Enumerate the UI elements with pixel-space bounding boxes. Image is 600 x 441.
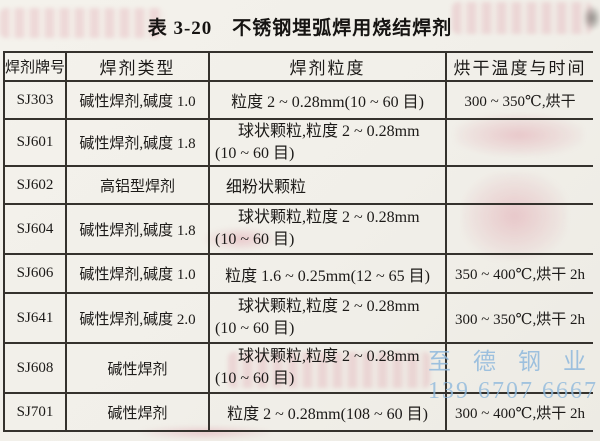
cell-type: 碱性焊剂,碱度 1.0 (65, 80, 210, 120)
cell-brand: SJ608 (3, 342, 67, 394)
cell-drying (445, 342, 593, 394)
cell-type: 碱性焊剂 (65, 392, 210, 432)
cell-size-line1: 球状颗粒,粒度 2 ~ 0.28mm (238, 122, 420, 140)
col-header-type: 焊剂类型 (65, 51, 210, 82)
cell-type: 碱性焊剂,碱度 2.0 (65, 292, 210, 344)
cell-type: 碱性焊剂,碱度 1.8 (65, 118, 210, 167)
cell-brand: SJ303 (3, 80, 67, 120)
table-row-sj604: SJ604 碱性焊剂,碱度 1.8 球状颗粒,粒度 2 ~ 0.28mm (10… (3, 203, 593, 255)
cell-brand: SJ602 (3, 165, 67, 205)
cell-size: 球状颗粒,粒度 2 ~ 0.28mm (10 ~ 60 目) (208, 203, 447, 255)
table-row-sj641: SJ641 碱性焊剂,碱度 2.0 球状颗粒,粒度 2 ~ 0.28mm (10… (3, 292, 593, 344)
cell-brand: SJ701 (3, 392, 67, 432)
cell-size-line2: (10 ~ 60 目) (215, 320, 295, 337)
cell-size-line2: (10 ~ 60 目) (215, 370, 295, 387)
cell-drying (445, 203, 593, 255)
cell-size: 粒度 2 ~ 0.28mm(108 ~ 60 目) (208, 392, 447, 432)
cell-size-line1: 球状颗粒,粒度 2 ~ 0.28mm (238, 209, 420, 226)
table-row-sj606: SJ606 碱性焊剂,碱度 1.0 粒度 1.6 ~ 0.25mm(12 ~ 6… (3, 253, 593, 294)
cell-type: 碱性焊剂,碱度 1.0 (65, 253, 210, 294)
table-header-row: 焊剂牌号 焊剂类型 焊剂粒度 烘干温度与时间 (3, 51, 593, 82)
cell-brand: SJ641 (3, 292, 67, 344)
cell-size-line1: 球状颗粒,粒度 2 ~ 0.28mm (238, 348, 420, 365)
cell-size-line2: (10 ~ 60 目) (215, 144, 295, 162)
cell-brand: SJ604 (3, 203, 67, 255)
table-row-sj602: SJ602 高铝型焊剂 细粉状颗粒 (3, 165, 593, 205)
cell-type: 碱性焊剂 (65, 342, 210, 394)
table-row-sj701: SJ701 碱性焊剂 粒度 2 ~ 0.28mm(108 ~ 60 目) 300… (3, 392, 593, 432)
cell-drying: 300 ~ 350℃,烘干 (445, 80, 593, 120)
cell-size: 细粉状颗粒 (208, 165, 447, 205)
cell-brand: SJ606 (3, 253, 67, 294)
table-row-sj601: SJ601 碱性焊剂,碱度 1.8 球状颗粒,粒度 2 ~ 0.28mm (10… (3, 118, 593, 167)
table-title: 不锈钢埋弧焊用烧结焊剂 (232, 18, 453, 39)
cell-drying: 350 ~ 400℃,烘干 2h (445, 253, 593, 294)
cell-size: 粒度 1.6 ~ 0.25mm(12 ~ 65 目) (208, 253, 447, 294)
table-row-sj608: SJ608 碱性焊剂 球状颗粒,粒度 2 ~ 0.28mm (10 ~ 60 目… (3, 342, 593, 394)
cell-size-line2: (10 ~ 60 目) (215, 231, 295, 248)
col-header-drying: 烘干温度与时间 (445, 51, 593, 82)
table-caption: 表 3-20 不锈钢埋弧焊用烧结焊剂 (0, 13, 600, 40)
cell-drying: 300 ~ 400℃,烘干 2h (445, 392, 593, 432)
cell-size: 球状颗粒,粒度 2 ~ 0.28mm (10 ~ 60 目) (208, 342, 447, 394)
cell-brand: SJ601 (3, 118, 67, 167)
cell-drying (445, 165, 593, 205)
table-number: 表 3-20 (147, 18, 213, 39)
col-header-size: 焊剂粒度 (208, 51, 447, 82)
flux-table: 焊剂牌号 焊剂类型 焊剂粒度 烘干温度与时间 SJ303 碱性焊剂,碱度 1.0… (3, 51, 593, 432)
col-header-brand: 焊剂牌号 (3, 51, 67, 82)
cell-drying: 300 ~ 350℃,烘干 2h (445, 292, 593, 344)
table-row-sj303: SJ303 碱性焊剂,碱度 1.0 粒度 2 ~ 0.28mm(10 ~ 60 … (3, 80, 593, 120)
cell-type: 高铝型焊剂 (65, 165, 210, 205)
cell-type: 碱性焊剂,碱度 1.8 (65, 203, 210, 255)
cell-size: 粒度 2 ~ 0.28mm(10 ~ 60 目) (208, 80, 447, 120)
cell-drying (445, 118, 593, 167)
cell-size: 球状颗粒,粒度 2 ~ 0.28mm (10 ~ 60 目) (208, 118, 447, 167)
cell-size: 球状颗粒,粒度 2 ~ 0.28mm (10 ~ 60 目) (208, 292, 447, 344)
cell-size-line1: 球状颗粒,粒度 2 ~ 0.28mm (238, 298, 420, 315)
